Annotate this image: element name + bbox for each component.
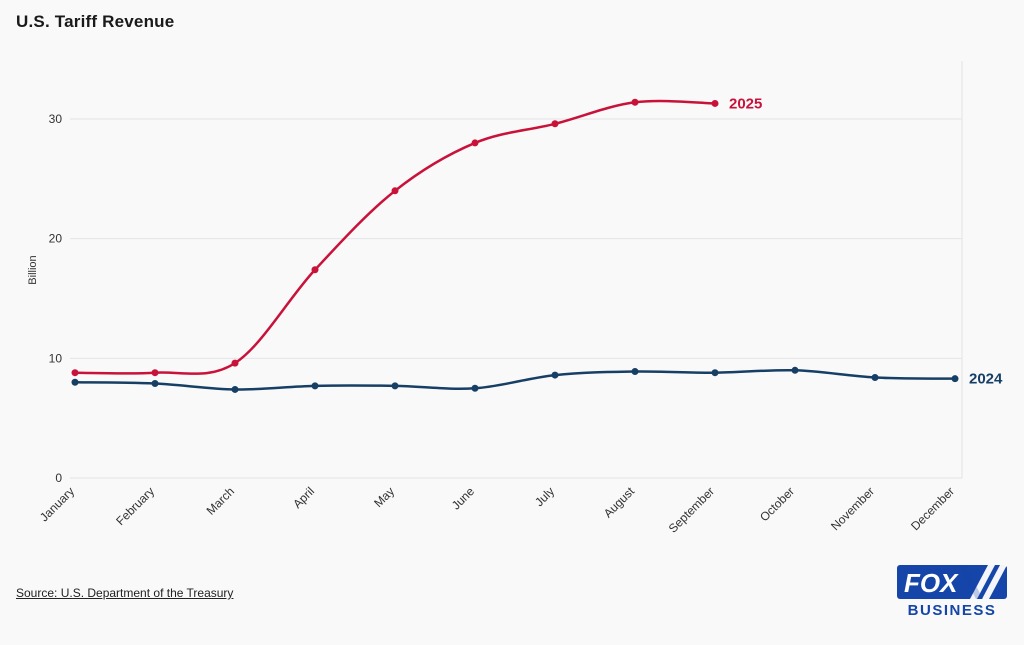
series-2024-point bbox=[951, 375, 959, 383]
series-2025-line bbox=[73, 99, 717, 375]
series-2025-point bbox=[471, 139, 479, 147]
series-2024-point bbox=[551, 371, 559, 379]
series-2024-point bbox=[791, 366, 799, 374]
x-tick-label: January bbox=[37, 484, 77, 524]
fox-business-logo: FOX BUSINESS bbox=[897, 565, 1007, 619]
x-tick-label: October bbox=[757, 484, 797, 524]
series-2025-point bbox=[631, 98, 639, 106]
logo-business-text: BUSINESS bbox=[908, 602, 997, 619]
x-tick-label: September bbox=[666, 484, 717, 535]
series-2024-point bbox=[711, 369, 719, 377]
x-tick-label: July bbox=[532, 484, 557, 509]
x-tick-label: December bbox=[908, 484, 957, 533]
series-2024-point bbox=[311, 382, 319, 390]
tariff-revenue-chart: 0 10 20 30 January February March April May June J… bbox=[27, 61, 1003, 536]
searchlight-cross-icon bbox=[958, 565, 983, 599]
x-tick-label: June bbox=[449, 484, 478, 513]
series-2025-point bbox=[71, 369, 79, 377]
y-tick-label: 0 bbox=[55, 471, 62, 485]
series-2024-point bbox=[151, 379, 159, 387]
series-2025-point bbox=[151, 369, 159, 377]
x-tick-label: February bbox=[113, 484, 157, 528]
series-2024-point bbox=[471, 384, 479, 392]
series-2025-point bbox=[551, 120, 559, 128]
series-2025-label: 2025 bbox=[729, 95, 762, 112]
series-2025-point bbox=[391, 187, 399, 195]
x-tick-label: November bbox=[828, 484, 877, 533]
series-2024-point bbox=[631, 367, 639, 375]
series-2025-point bbox=[231, 359, 239, 367]
x-tick-label: August bbox=[601, 484, 638, 521]
y-tick-label: 30 bbox=[49, 112, 63, 126]
chart-title: U.S. Tariff Revenue bbox=[16, 12, 175, 31]
logo-fox-text: FOX bbox=[904, 568, 959, 598]
series-2024-line bbox=[73, 368, 957, 391]
y-axis-label: Billion bbox=[27, 255, 39, 284]
series-2024-point bbox=[391, 382, 399, 390]
series-2025-point bbox=[311, 266, 319, 274]
y-tick-label: 20 bbox=[49, 232, 63, 246]
searchlight-beam-icon bbox=[970, 565, 995, 599]
searchlight-beam-icon bbox=[982, 565, 1007, 599]
x-tick-label: May bbox=[371, 484, 397, 510]
series-2025-point bbox=[711, 99, 719, 107]
x-tick-label: March bbox=[204, 484, 237, 517]
series-2024-point bbox=[871, 373, 879, 381]
series-2024-point bbox=[231, 385, 239, 393]
series-2024-point bbox=[71, 378, 79, 386]
y-tick-label: 10 bbox=[49, 351, 63, 365]
source-link[interactable]: Source: U.S. Department of the Treasury bbox=[16, 586, 234, 600]
x-tick-label: April bbox=[290, 484, 317, 511]
series-2024-label: 2024 bbox=[969, 371, 1003, 388]
